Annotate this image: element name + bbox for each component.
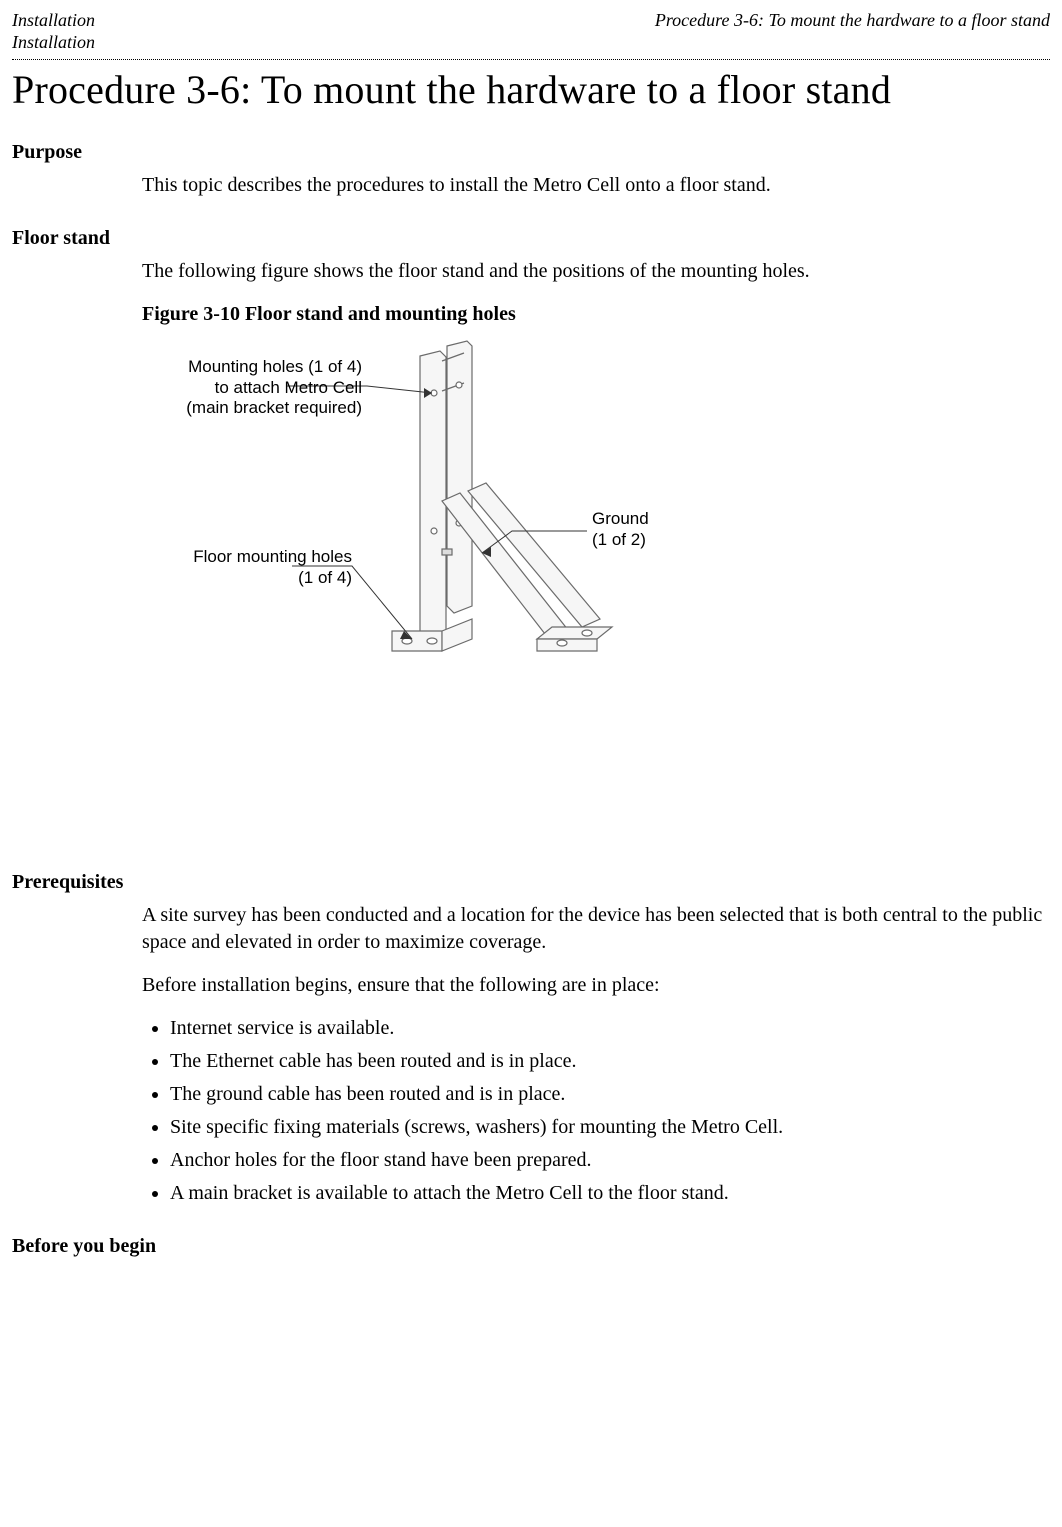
label-floor-l2: (1 of 4) bbox=[122, 568, 352, 588]
label-ground-l2: (1 of 2) bbox=[592, 530, 712, 550]
floor-stand-intro: The following figure shows the floor sta… bbox=[142, 258, 1050, 285]
figure-caption: Figure 3-10 Floor stand and mounting hol… bbox=[142, 301, 602, 327]
purpose-text: This topic describes the procedures to i… bbox=[142, 172, 1050, 199]
prereq-item: Site specific fixing materials (screws, … bbox=[170, 1114, 1050, 1141]
label-floor-mounting: Floor mounting holes (1 of 4) bbox=[122, 547, 352, 588]
prereq-item: Anchor holes for the floor stand have be… bbox=[170, 1147, 1050, 1174]
label-mounting-l2: to attach Metro Cell bbox=[132, 378, 362, 398]
figure-floor-stand: Mounting holes (1 of 4) to attach Metro … bbox=[142, 331, 782, 671]
label-floor-l1: Floor mounting holes bbox=[122, 547, 352, 567]
header-left-line2: Installation bbox=[12, 32, 95, 54]
purpose-body: This topic describes the procedures to i… bbox=[142, 172, 1050, 199]
prereq-body: A site survey has been conducted and a l… bbox=[142, 902, 1050, 1207]
prereq-item: The Ethernet cable has been routed and i… bbox=[170, 1048, 1050, 1075]
label-mounting-holes: Mounting holes (1 of 4) to attach Metro … bbox=[132, 357, 362, 418]
label-mounting-l1: Mounting holes (1 of 4) bbox=[132, 357, 362, 377]
label-ground-l1: Ground bbox=[592, 509, 712, 529]
procedure-title: Procedure 3-6: To mount the hardware to … bbox=[12, 66, 1050, 113]
header-left-line1: Installation bbox=[12, 10, 95, 32]
prereq-heading: Prerequisites bbox=[12, 871, 1050, 894]
floor-stand-body: The following figure shows the floor sta… bbox=[142, 258, 1050, 671]
page: Installation Installation Procedure 3-6:… bbox=[0, 0, 1062, 1306]
label-ground: Ground (1 of 2) bbox=[592, 509, 712, 550]
prereq-item: A main bracket is available to attach th… bbox=[170, 1180, 1050, 1207]
prereq-item: The ground cable has been routed and is … bbox=[170, 1081, 1050, 1108]
before-heading: Before you begin bbox=[12, 1235, 1050, 1258]
floor-stand-heading: Floor stand bbox=[12, 227, 1050, 250]
header-right: Procedure 3-6: To mount the hardware to … bbox=[655, 10, 1050, 53]
prereq-p2: Before installation begins, ensure that … bbox=[142, 972, 1050, 999]
purpose-heading: Purpose bbox=[12, 141, 1050, 164]
prereq-p1: A site survey has been conducted and a l… bbox=[142, 902, 1050, 956]
label-mounting-l3: (main bracket required) bbox=[132, 398, 362, 418]
prereq-list: Internet service is available. The Ether… bbox=[142, 1015, 1050, 1207]
page-header: Installation Installation Procedure 3-6:… bbox=[12, 10, 1050, 53]
header-left: Installation Installation bbox=[12, 10, 95, 53]
header-rule bbox=[12, 59, 1050, 60]
prereq-item: Internet service is available. bbox=[170, 1015, 1050, 1042]
